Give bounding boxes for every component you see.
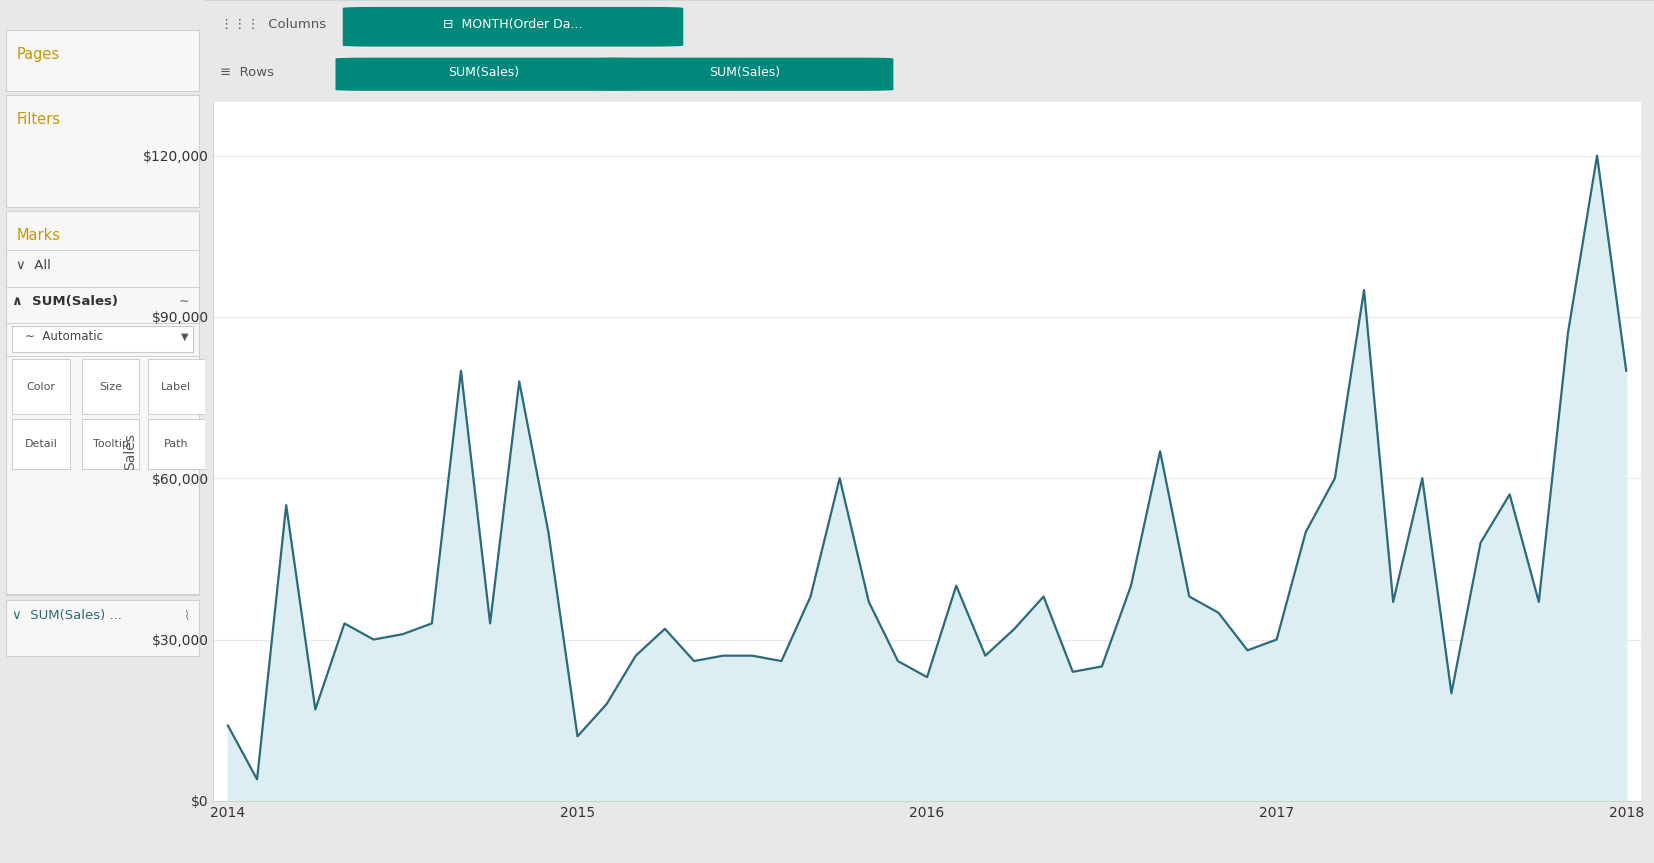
- Text: SUM(Sales): SUM(Sales): [710, 66, 781, 79]
- FancyBboxPatch shape: [336, 58, 632, 91]
- Text: Pages: Pages: [17, 47, 60, 62]
- Text: ▼: ▼: [182, 331, 189, 342]
- Bar: [7, 211, 198, 595]
- Bar: [147, 419, 205, 469]
- Y-axis label: Sales: Sales: [122, 433, 137, 469]
- Text: ⊟  MONTH(Order Da...: ⊟ MONTH(Order Da...: [443, 18, 582, 31]
- Text: Marks: Marks: [17, 228, 61, 243]
- Bar: [83, 359, 139, 414]
- Text: ∨  SUM(Sales) ...: ∨ SUM(Sales) ...: [12, 609, 122, 622]
- Text: Color: Color: [26, 381, 56, 392]
- Text: ⋮⋮⋮  Columns: ⋮⋮⋮ Columns: [220, 17, 326, 30]
- Bar: [7, 30, 198, 91]
- Text: Filters: Filters: [17, 112, 61, 127]
- Text: Label: Label: [162, 381, 192, 392]
- Text: Tooltip: Tooltip: [93, 439, 129, 450]
- Bar: [7, 600, 198, 656]
- Text: Path: Path: [164, 439, 189, 450]
- Text: Size: Size: [99, 381, 122, 392]
- FancyBboxPatch shape: [597, 58, 893, 91]
- Text: SUM(Sales): SUM(Sales): [448, 66, 519, 79]
- Text: Detail: Detail: [25, 439, 58, 450]
- Bar: [12, 359, 69, 414]
- Bar: [12, 326, 194, 352]
- Bar: [147, 359, 205, 414]
- Text: ⌇: ⌇: [182, 609, 189, 622]
- Text: ∼: ∼: [179, 295, 189, 308]
- Text: ∼  Automatic: ∼ Automatic: [25, 330, 103, 343]
- Bar: [83, 419, 139, 469]
- Bar: [12, 419, 69, 469]
- Text: ∧  SUM(Sales): ∧ SUM(Sales): [12, 295, 119, 308]
- FancyBboxPatch shape: [342, 7, 683, 47]
- Bar: [7, 95, 198, 207]
- Text: ∨  All: ∨ All: [17, 259, 51, 272]
- Text: ≡  Rows: ≡ Rows: [220, 66, 273, 79]
